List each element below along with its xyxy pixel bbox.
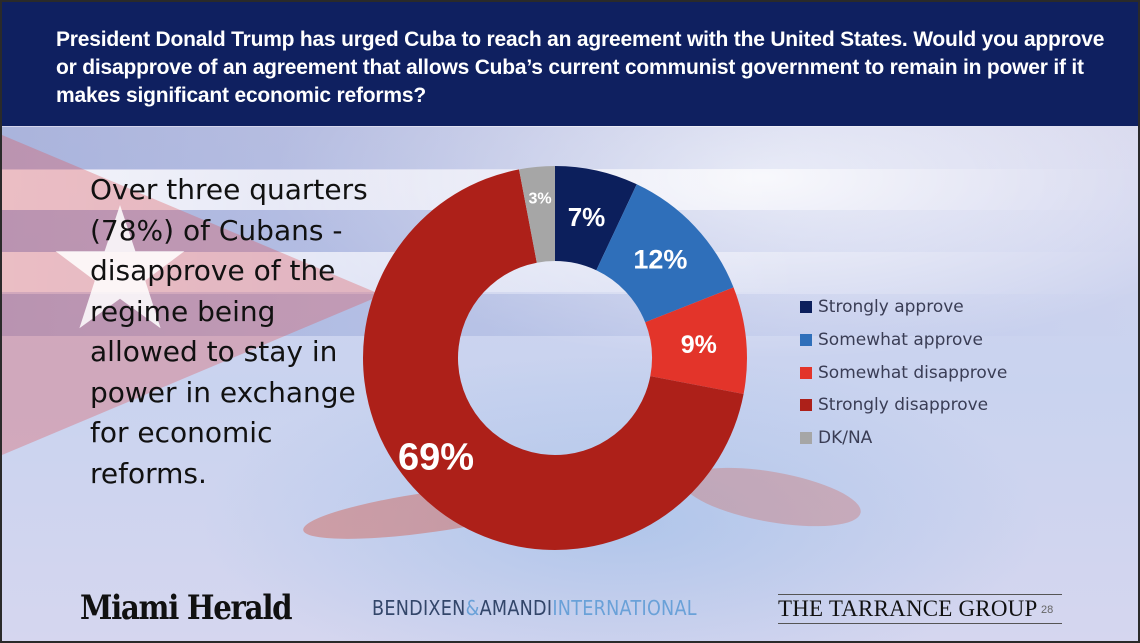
legend-swatch: [800, 366, 812, 379]
legend-item-dk-na: DK/NA: [800, 422, 1007, 455]
legend-label: Somewhat approve: [818, 330, 983, 351]
donut-segment-somewhat-disapprove: [645, 287, 747, 394]
legend-item-strongly-disapprove: Strongly disapprove: [800, 389, 1007, 422]
legend-swatch: [800, 334, 812, 347]
legend-swatch: [800, 301, 812, 314]
tarrance-group-logo: THE TARRANCE GROUP: [778, 594, 1062, 624]
miami-herald-logo: Miami Herald: [80, 588, 293, 628]
ampersand: &: [465, 596, 480, 620]
question-text: President Donald Trump has urged Cuba to…: [56, 28, 1105, 107]
legend-swatch: [800, 432, 812, 445]
flag-stripe-blue: [2, 127, 1138, 169]
segment-label-strongly-disapprove: 69%: [398, 436, 474, 478]
page-number: 28: [1041, 604, 1054, 616]
international-word: INTERNATIONAL: [552, 596, 697, 620]
donut-segment-strongly-approve: [555, 166, 637, 271]
flag-stripe-blue: [2, 294, 1138, 336]
bendixen-amandi-logo: BENDIXEN&AMANDIINTERNATIONAL: [372, 596, 697, 620]
legend-label: Somewhat disapprove: [818, 362, 1008, 383]
bendixen-word: BENDIXEN: [372, 596, 466, 620]
amandi-word: AMANDI: [479, 596, 553, 620]
segment-label-strongly-approve: 7%: [568, 202, 606, 232]
segment-label-dk-na: 3%: [528, 191, 551, 208]
legend-item-somewhat-disapprove: Somewhat disapprove: [800, 356, 1007, 389]
donut-segment-somewhat-approve: [596, 184, 734, 323]
callout-text: Over three quarters (78%) of Cubans - di…: [90, 173, 368, 490]
segment-label-somewhat-disapprove: 9%: [681, 331, 717, 359]
donut-segment-strongly-disapprove: [363, 169, 744, 550]
legend-item-somewhat-approve: Somewhat approve: [800, 324, 1007, 357]
segment-label-somewhat-approve: 12%: [633, 245, 687, 275]
donut-chart: 7% 12% 9% 69% 3%: [363, 166, 747, 550]
donut-segment-dk-na: [519, 166, 555, 263]
legend-label: Strongly approve: [818, 297, 964, 318]
chart-legend: Strongly approve Somewhat approve Somewh…: [800, 291, 1007, 454]
legend-item-strongly-approve: Strongly approve: [800, 291, 1007, 324]
question-header: President Donald Trump has urged Cuba to…: [2, 2, 1138, 126]
legend-label: DK/NA: [818, 428, 873, 449]
flag-triangle: [2, 135, 382, 455]
legend-swatch: [800, 399, 812, 412]
legend-label: Strongly disapprove: [818, 395, 989, 416]
flag-star-icon: [55, 205, 185, 329]
